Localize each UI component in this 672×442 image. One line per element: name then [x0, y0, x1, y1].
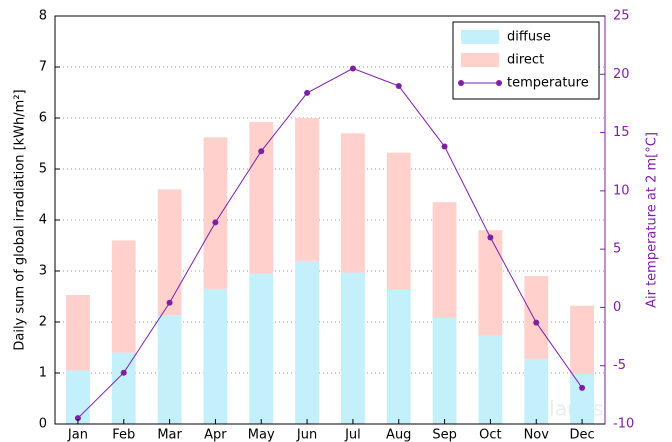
point	[579, 384, 586, 391]
x-tick-label: Feb	[112, 428, 135, 442]
point	[166, 299, 173, 306]
y2-tick-label: 0	[613, 300, 621, 315]
bar	[570, 374, 594, 424]
x-tick-label: Dec	[570, 428, 595, 442]
legend-label: diffuse	[507, 30, 551, 45]
x-tick-label: Sep	[432, 428, 457, 442]
bar	[203, 137, 228, 289]
bar	[570, 305, 594, 375]
bar	[386, 152, 411, 290]
legend-swatch	[496, 80, 502, 86]
bar	[295, 260, 319, 424]
legend-swatch	[461, 30, 499, 44]
bar	[111, 240, 136, 353]
y-tick-label: 6	[39, 111, 47, 126]
y-tick-label: 1	[39, 366, 47, 381]
x-tick-label: Jan	[67, 428, 88, 442]
bar	[432, 317, 457, 424]
y2-tick-label: 20	[613, 67, 630, 82]
x-tick-label: Jul	[344, 428, 361, 442]
legend: diffuse direct temperature	[452, 21, 600, 100]
bar	[111, 352, 136, 424]
bar	[524, 276, 549, 359]
bar	[66, 294, 90, 371]
point	[120, 369, 127, 376]
bar	[66, 370, 90, 424]
point	[212, 219, 219, 226]
point	[74, 415, 81, 422]
bar	[157, 189, 182, 316]
y-tick-label: 2	[39, 315, 47, 330]
point	[349, 65, 356, 72]
point	[533, 319, 540, 326]
bar	[341, 133, 365, 273]
y-axis-label: Daily sum of global irradiation [kWh/m²]	[13, 89, 28, 350]
point	[258, 148, 265, 155]
y-tick-label: 0	[39, 417, 47, 432]
y-tick-label: 7	[39, 60, 47, 75]
y2-tick-label: 10	[613, 183, 630, 198]
x-tick-label: Oct	[479, 428, 501, 442]
x-tick-label: Apr	[204, 428, 227, 442]
y2-tick-label: 25	[613, 9, 630, 24]
bar	[249, 122, 274, 274]
point	[304, 89, 311, 96]
y2-tick-label: 5	[613, 242, 621, 257]
bar	[524, 358, 549, 424]
point	[395, 82, 402, 89]
line	[77, 67, 583, 419]
x-tick-label: Aug	[386, 428, 411, 442]
bar	[203, 288, 228, 424]
y-tick-label: 5	[39, 162, 47, 177]
x-tick-label: Jun	[296, 428, 317, 442]
legend-label: direct	[507, 53, 544, 68]
bar	[478, 335, 503, 424]
bar	[432, 202, 457, 318]
x-tick-label: May	[248, 428, 275, 442]
bar	[157, 315, 182, 424]
bar	[386, 289, 411, 424]
bar	[249, 273, 274, 424]
y-tick-label: 4	[39, 213, 47, 228]
point	[487, 234, 494, 241]
y2-tick-label: -5	[613, 358, 626, 373]
y2-tick-label: 15	[613, 125, 630, 140]
bar	[478, 230, 503, 336]
y-tick-label: 8	[39, 9, 47, 24]
x-tick-label: Nov	[524, 428, 550, 442]
bar	[295, 118, 319, 261]
y-tick-label: 3	[39, 264, 47, 279]
x-tick-label: Mar	[157, 428, 182, 442]
legend-swatch	[461, 53, 499, 67]
y2-tick-label: -10	[613, 417, 634, 432]
y2-axis-label: Air temperature at 2 m[°C]	[645, 132, 660, 308]
legend-swatch	[458, 80, 464, 86]
point	[441, 143, 448, 150]
legend-label: temperature	[507, 76, 589, 91]
bar	[341, 272, 365, 424]
